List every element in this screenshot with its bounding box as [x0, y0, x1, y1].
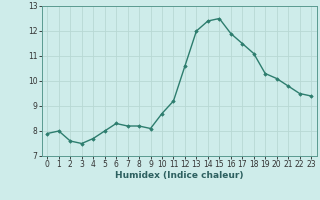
X-axis label: Humidex (Indice chaleur): Humidex (Indice chaleur)	[115, 171, 244, 180]
